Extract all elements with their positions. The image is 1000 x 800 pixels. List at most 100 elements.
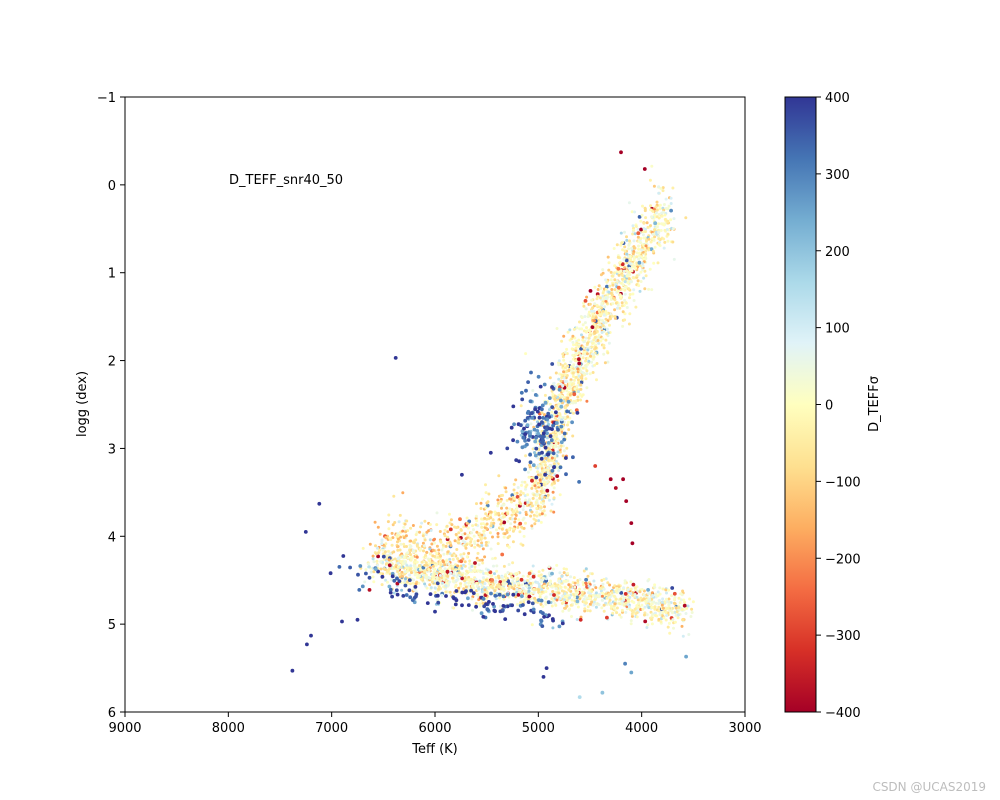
- scatter-point: [433, 572, 437, 576]
- scatter-point: [652, 261, 656, 265]
- scatter-point: [464, 585, 468, 589]
- scatter-point: [635, 251, 639, 255]
- scatter-point: [620, 301, 624, 305]
- scatter-point: [422, 549, 425, 553]
- scatter-point: [558, 372, 562, 376]
- scatter-point: [560, 621, 565, 626]
- scatter-point: [512, 581, 516, 585]
- scatter-point: [574, 375, 578, 379]
- scatter-point: [623, 318, 627, 322]
- scatter-point: [384, 542, 388, 546]
- scatter-point: [432, 574, 436, 578]
- scatter-point: [610, 288, 614, 291]
- scatter-point: [635, 611, 639, 615]
- scatter-point: [454, 589, 459, 593]
- scatter-point: [570, 347, 574, 351]
- scatter-point: [554, 410, 558, 415]
- scatter-point: [521, 435, 526, 440]
- scatter-point: [379, 567, 383, 571]
- scatter-point: [476, 539, 480, 543]
- colorbar-tick-label: 200: [825, 245, 850, 260]
- scatter-point: [496, 501, 500, 505]
- scatter-point: [452, 606, 456, 610]
- scatter-point: [576, 378, 580, 382]
- scatter-point: [569, 603, 573, 607]
- scatter-point: [368, 542, 372, 546]
- scatter-point: [445, 569, 450, 574]
- scatter-points: [290, 150, 695, 699]
- scatter-point: [585, 372, 589, 376]
- scatter-point: [419, 547, 423, 551]
- scatter-point: [670, 586, 675, 590]
- scatter-point: [519, 502, 523, 506]
- scatter-point: [516, 525, 520, 529]
- scatter-point: [420, 521, 424, 525]
- scatter-point: [561, 384, 565, 388]
- scatter-point: [499, 516, 503, 520]
- scatter-point: [475, 530, 479, 534]
- scatter-point: [444, 559, 448, 563]
- scatter-point: [581, 338, 585, 342]
- scatter-point: [620, 262, 625, 267]
- scatter-point: [597, 333, 601, 337]
- scatter-point: [396, 537, 400, 541]
- scatter-point: [422, 544, 426, 548]
- scatter-point: [627, 243, 631, 247]
- scatter-point: [473, 568, 477, 572]
- scatter-point: [537, 422, 541, 427]
- scatter-point: [401, 529, 405, 533]
- scatter-point: [602, 577, 606, 581]
- scatter-point: [454, 533, 458, 536]
- scatter-point: [521, 603, 525, 607]
- scatter-point: [520, 590, 524, 594]
- scatter-point: [508, 497, 512, 501]
- scatter-point: [654, 230, 658, 234]
- scatter-point: [533, 393, 538, 397]
- scatter-point: [607, 268, 611, 272]
- scatter-point: [649, 224, 652, 228]
- scatter-point: [492, 521, 496, 525]
- scatter-point: [438, 579, 442, 583]
- scatter-point: [574, 359, 577, 363]
- scatter-point: [632, 276, 635, 280]
- scatter-point: [395, 533, 399, 537]
- scatter-point: [635, 604, 639, 608]
- x-tick-label: 7000: [315, 721, 348, 736]
- scatter-point: [537, 588, 541, 592]
- scatter-point: [489, 510, 492, 514]
- scatter-point: [395, 592, 400, 597]
- scatter-point: [540, 588, 543, 591]
- scatter-point: [541, 568, 545, 572]
- scatter-point: [400, 588, 404, 592]
- scatter-point: [391, 523, 395, 527]
- scatter-point: [644, 244, 648, 248]
- scatter-point: [380, 574, 385, 579]
- scatter-point: [401, 574, 404, 578]
- scatter-point: [520, 445, 525, 450]
- scatter-point: [607, 593, 611, 596]
- scatter-point: [402, 545, 406, 548]
- scatter-point: [657, 617, 661, 621]
- scatter-point: [621, 274, 624, 277]
- scatter-point: [546, 493, 550, 497]
- scatter-point: [572, 576, 576, 580]
- scatter-point: [539, 598, 544, 603]
- scatter-point: [571, 434, 575, 438]
- scatter-point: [648, 267, 652, 271]
- scatter-point: [387, 513, 391, 517]
- scatter-point: [541, 675, 546, 679]
- scatter-point: [507, 563, 511, 566]
- scatter-point: [559, 444, 563, 448]
- scatter-point: [387, 584, 392, 589]
- scatter-point: [527, 571, 532, 576]
- scatter-point: [475, 592, 479, 596]
- scatter-point: [464, 546, 468, 550]
- scatter-point: [526, 470, 530, 474]
- scatter-point: [619, 591, 624, 595]
- scatter-point: [599, 589, 603, 593]
- scatter-point: [435, 544, 439, 548]
- scatter-point: [478, 558, 482, 562]
- scatter-point: [526, 493, 530, 497]
- scatter-point: [666, 219, 670, 223]
- scatter-point: [547, 565, 551, 569]
